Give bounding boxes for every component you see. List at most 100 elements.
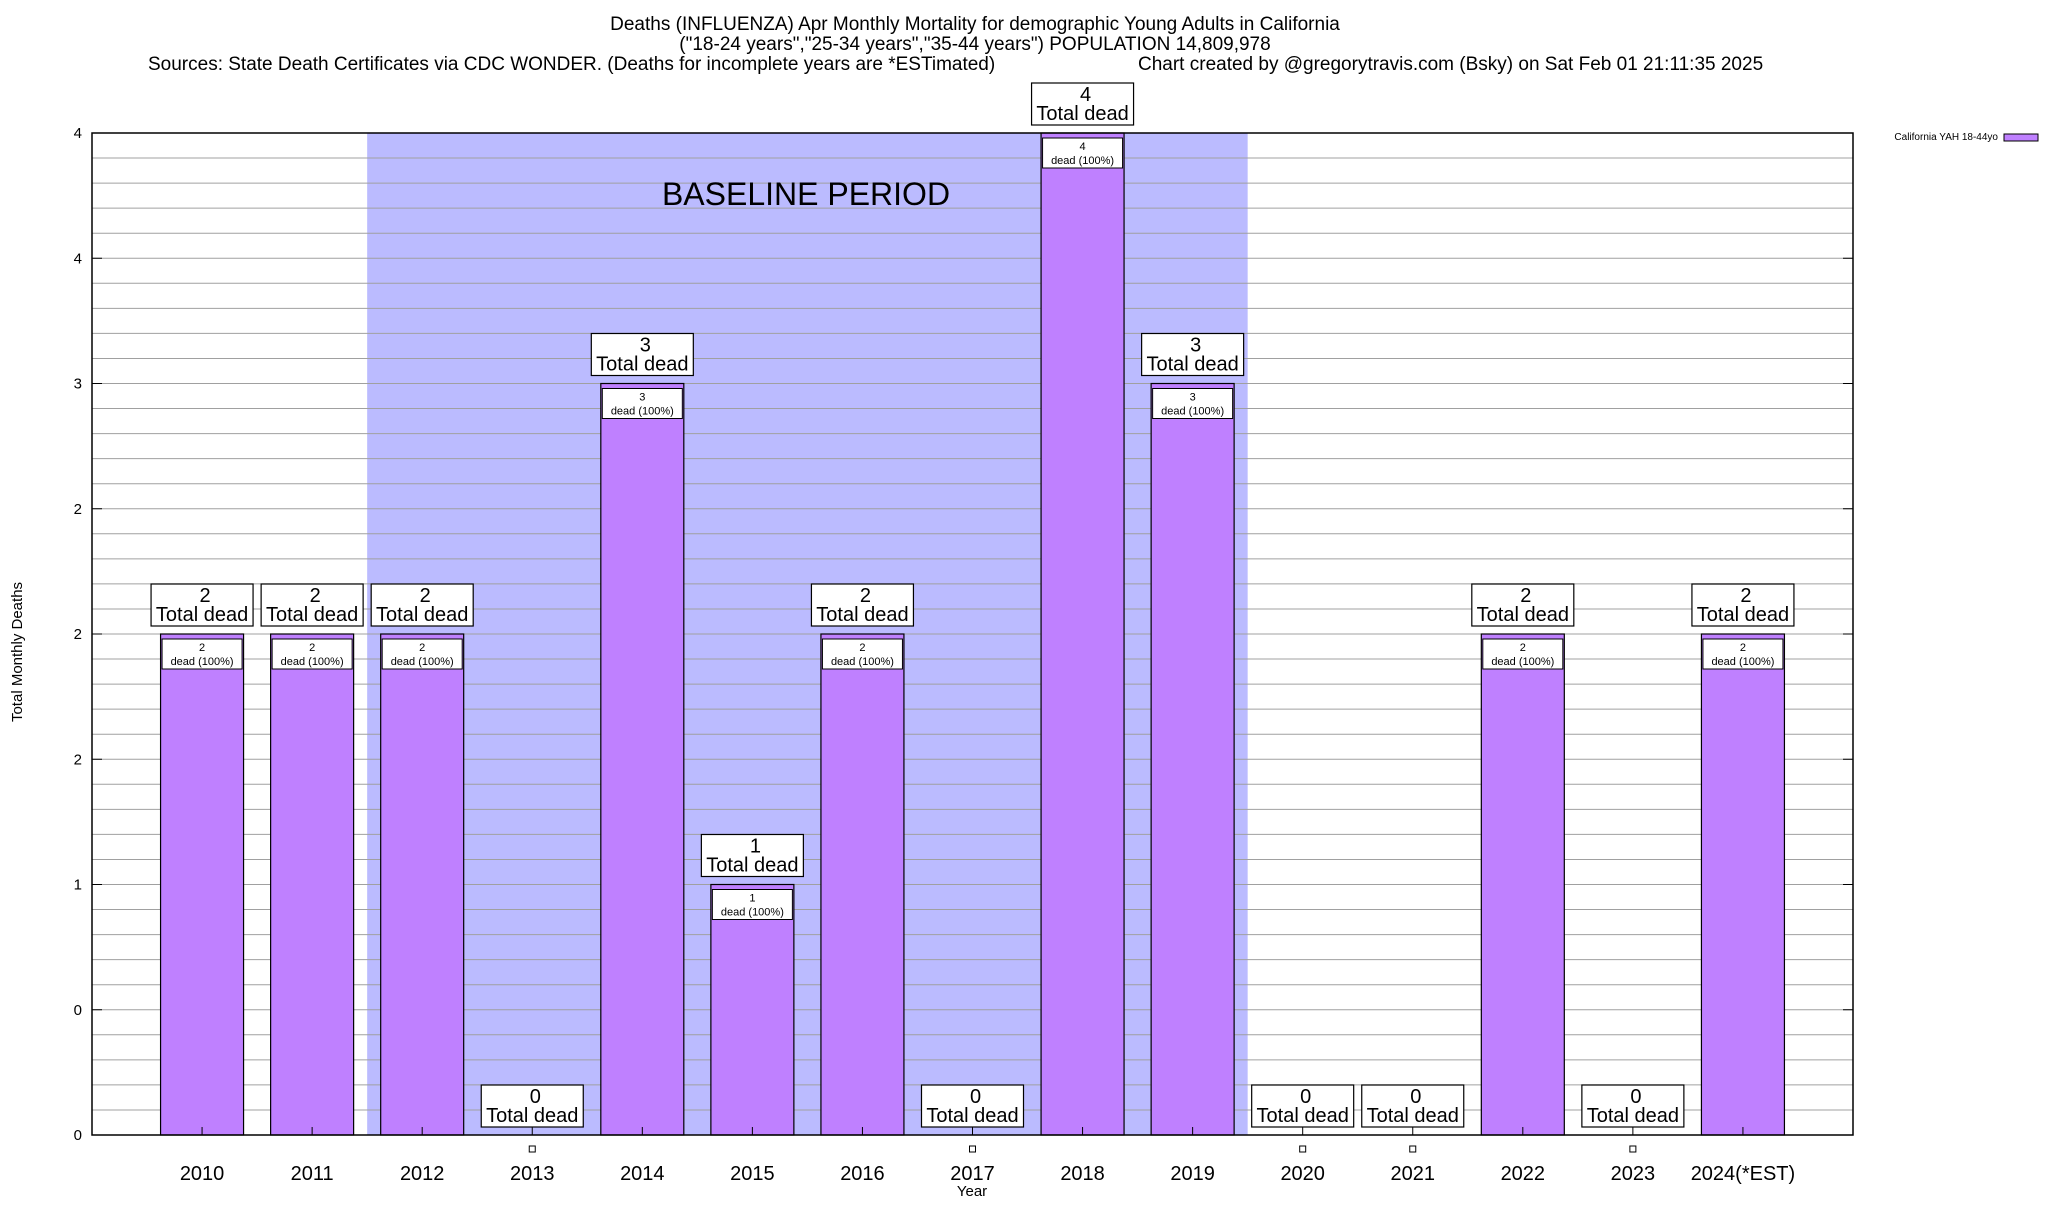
total-label-text: Total dead	[706, 855, 798, 877]
bar-inner-label-box	[1482, 638, 1564, 670]
total-label-box	[1251, 1084, 1355, 1128]
y-tick-label: 2	[74, 626, 82, 643]
bar-inner-label-box	[711, 889, 793, 920]
y-tick-label: 0	[74, 1127, 82, 1144]
bar	[380, 633, 465, 1136]
y-tick-label: 2	[74, 501, 82, 518]
total-label-value: 1	[750, 836, 761, 858]
total-label-text: Total dead	[486, 1105, 578, 1127]
x-tick-label: 2020	[1280, 1163, 1325, 1185]
total-label-value: 0	[530, 1086, 541, 1108]
bar-inner-label-box	[271, 638, 353, 670]
total-label-box	[370, 583, 474, 627]
total-label-value: 0	[1410, 1086, 1421, 1108]
bar-inner-label: dead (100%)	[171, 656, 234, 668]
total-label-text: Total dead	[266, 604, 358, 626]
x-tick-label: 2022	[1501, 1163, 1546, 1185]
total-label-value: 2	[310, 585, 321, 607]
bar-inner-label-box	[1042, 137, 1124, 169]
total-label-text: Total dead	[1697, 604, 1789, 626]
total-label-value: 4	[1080, 84, 1091, 106]
x-tick-label: 2012	[400, 1163, 445, 1185]
total-label-box	[700, 833, 804, 878]
empty-bar-marker	[969, 1145, 976, 1153]
bar-inner-label: dead (100%)	[1491, 656, 1554, 668]
chart-title: Deaths (INFLUENZA) Apr Monthly Mortality…	[610, 14, 1340, 35]
bar-inner-value: 4	[1080, 141, 1086, 153]
x-tick-label: 2013	[510, 1163, 555, 1185]
bar	[1150, 382, 1235, 1136]
bar	[710, 883, 795, 1136]
plot-border	[91, 132, 1854, 1136]
legend-label: California YAH 18-44yo	[1894, 132, 1998, 143]
bar-inner-label: dead (100%)	[1711, 656, 1774, 668]
x-tick-label: 2024(*EST)	[1691, 1163, 1796, 1185]
total-label-value: 0	[1630, 1086, 1641, 1108]
empty-bar-marker	[1299, 1145, 1307, 1153]
x-tick-label: 2015	[730, 1163, 775, 1185]
x-tick-label: 2016	[840, 1163, 885, 1185]
total-label-value: 3	[1190, 335, 1201, 357]
empty-bar-marker	[1629, 1145, 1637, 1153]
y-tick-label: 2	[74, 751, 82, 768]
y-tick-label: 3	[74, 376, 82, 393]
bar	[820, 633, 905, 1136]
x-axis-label: Year	[957, 1183, 987, 1200]
total-label-text: Total dead	[926, 1105, 1018, 1127]
bar-inner-label-box	[381, 638, 463, 670]
legend-swatch	[2003, 133, 2039, 142]
total-label-text: Total dead	[1367, 1105, 1459, 1127]
x-tick-label: 2023	[1611, 1163, 1656, 1185]
bar-inner-value: 2	[1740, 642, 1746, 654]
total-label-box	[590, 332, 694, 377]
total-label-text: Total dead	[156, 604, 248, 626]
bar-inner-value: 3	[1190, 392, 1196, 404]
total-label-box	[1141, 332, 1245, 377]
bar-inner-value: 1	[749, 893, 755, 905]
bar	[1040, 132, 1125, 1136]
total-label-text: Total dead	[1587, 1105, 1679, 1127]
total-label-text: Total dead	[1257, 1105, 1349, 1127]
total-label-box	[1030, 82, 1135, 126]
y-tick-label: 0	[74, 1002, 82, 1019]
bar	[600, 382, 685, 1136]
bar-inner-value: 2	[199, 642, 205, 654]
total-label-box	[150, 583, 254, 627]
chart-credit: Chart created by @gregorytravis.com (Bsk…	[1138, 54, 1763, 75]
total-label-value: 2	[1740, 585, 1751, 607]
bar-inner-label-box	[601, 388, 683, 419]
total-label-value: 0	[970, 1086, 981, 1108]
x-tick-label: 2011	[291, 1163, 334, 1185]
total-label-box	[1691, 583, 1795, 627]
bar-inner-value: 3	[639, 392, 645, 404]
total-label-text: Total dead	[376, 604, 468, 626]
x-tick-label: 2010	[180, 1163, 225, 1185]
total-label-text: Total dead	[1146, 354, 1238, 376]
total-label-value: 0	[1300, 1086, 1311, 1108]
bar-inner-label: dead (100%)	[391, 656, 454, 668]
bar	[1700, 633, 1786, 1136]
bar-inner-label: dead (100%)	[611, 406, 674, 418]
bar-inner-label: dead (100%)	[1051, 155, 1114, 167]
total-label-box	[1361, 1084, 1465, 1128]
empty-bar-marker	[528, 1145, 536, 1153]
bar-inner-value: 2	[1520, 642, 1526, 654]
bar-inner-label: dead (100%)	[281, 656, 344, 668]
x-tick-label: 2017	[950, 1163, 995, 1185]
total-label-text: Total dead	[1477, 604, 1569, 626]
chart-sources: Sources: State Death Certificates via CD…	[148, 54, 995, 75]
bar-inner-label-box	[1702, 638, 1784, 670]
baseline-label: BASELINE PERIOD	[662, 176, 950, 212]
x-tick-label: 2021	[1391, 1163, 1436, 1185]
x-tick-label: 2014	[620, 1163, 665, 1185]
x-tick-label: 2019	[1170, 1163, 1215, 1185]
total-label-box	[920, 1084, 1025, 1128]
total-label-value: 2	[1520, 585, 1531, 607]
bar-inner-value: 2	[309, 642, 315, 654]
total-label-value: 2	[200, 585, 211, 607]
bar-inner-label-box	[161, 638, 243, 670]
bar	[270, 633, 355, 1136]
empty-bar-marker	[1409, 1145, 1417, 1153]
